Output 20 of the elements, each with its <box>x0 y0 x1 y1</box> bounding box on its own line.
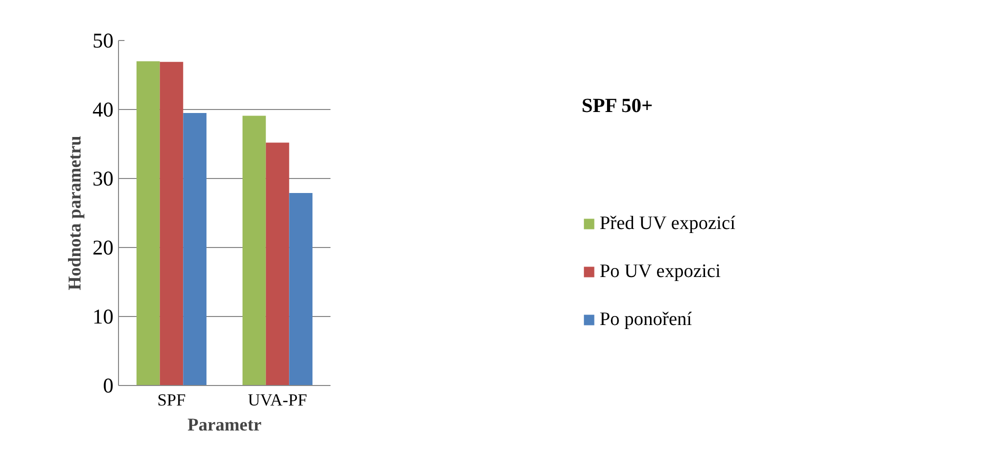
y-axis-title: Hodnota parametru <box>64 136 84 290</box>
bar <box>160 62 184 386</box>
bar <box>266 142 290 386</box>
y-tick-label: 30 <box>92 166 114 190</box>
legend-label: Po ponoření <box>600 308 692 330</box>
bar <box>183 112 206 386</box>
bar <box>289 192 312 386</box>
bar <box>136 61 160 386</box>
y-tick-label: 10 <box>92 304 114 328</box>
bar <box>242 116 266 386</box>
x-axis-title: Parametr <box>188 414 262 434</box>
x-tick-label: UVA-PF <box>248 390 308 410</box>
y-tick-label: 40 <box>92 98 114 122</box>
y-tick-label: 20 <box>92 236 114 260</box>
y-tick-label: 0 <box>103 374 114 398</box>
x-tick-label: SPF <box>157 390 186 410</box>
y-tick-label: 50 <box>92 28 114 52</box>
legend-label: Před UV expozicí <box>600 212 736 234</box>
text: SPF 50+ <box>582 94 654 118</box>
legend-label: Po UV expozici <box>600 260 721 282</box>
